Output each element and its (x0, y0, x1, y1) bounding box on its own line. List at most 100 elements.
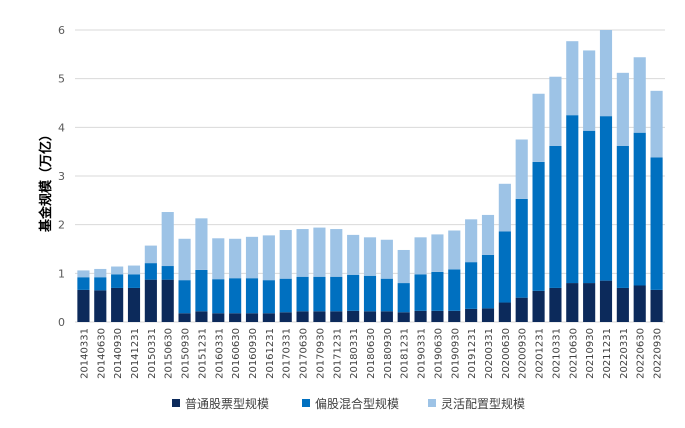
bar-segment (650, 90, 663, 158)
bar-segment (633, 285, 646, 322)
bar-segment (195, 218, 208, 270)
bar-segment (262, 313, 275, 322)
bar-segment (515, 139, 528, 199)
x-tick-label: 20170331 (282, 328, 293, 379)
bar-segment (397, 283, 410, 313)
bar-segment (161, 266, 174, 280)
bar-segment (347, 234, 360, 275)
bar-segment (94, 290, 107, 322)
legend-swatch (302, 399, 310, 407)
bar-segment (650, 157, 663, 290)
bar-segment (380, 239, 393, 279)
bar-segment (616, 72, 629, 146)
y-tick-label: 3 (58, 170, 65, 183)
bar-segment (515, 198, 528, 298)
bar-segment (161, 212, 174, 267)
bar-segment (127, 265, 141, 275)
x-tick-label: 20180630 (366, 328, 377, 379)
bar-segment (144, 263, 157, 280)
bar-segment (330, 276, 343, 312)
bar-segment (549, 76, 562, 146)
bar-segment (178, 238, 191, 281)
bar-segment (127, 287, 141, 322)
bar-segment (330, 229, 343, 277)
x-tick-label: 20150331 (147, 328, 158, 379)
bar-segment (363, 311, 377, 322)
bar-segment (431, 234, 444, 272)
legend-label: 灵活配置型规模 (441, 396, 525, 411)
bar-segment (229, 238, 242, 279)
x-tick-label: 20151231 (197, 328, 208, 379)
x-axis-ticks: 20140331 20140630 20140930 20141231 20150331… (79, 328, 663, 379)
bar-segment (481, 308, 495, 322)
bar-segment (414, 274, 427, 311)
bar-segment (532, 93, 545, 162)
bar-segment (330, 311, 343, 322)
bar-segment (549, 287, 562, 322)
x-tick-label: 20211231 (602, 328, 613, 379)
bar-segment (532, 290, 545, 322)
x-tick-label: 20140930 (113, 328, 124, 379)
x-tick-label: 20170930 (315, 328, 326, 379)
bar-segment (212, 313, 225, 322)
bar-segment (212, 279, 225, 314)
bar-segment (262, 235, 275, 281)
bar-segment (498, 183, 511, 232)
x-tick-label: 20141231 (130, 328, 141, 379)
bar-segment (313, 276, 326, 312)
bar-segment (566, 41, 579, 116)
x-tick-label: 20190630 (433, 328, 444, 379)
bar-segment (481, 254, 495, 309)
bar-segment (296, 311, 309, 322)
x-tick-label: 20150630 (164, 328, 175, 379)
bar-segment (599, 30, 613, 117)
x-tick-label: 20140630 (96, 328, 107, 379)
bar-segment (279, 230, 292, 279)
x-tick-label: 20181231 (400, 328, 411, 379)
x-tick-label: 20200630 (501, 328, 512, 379)
bar-segment (127, 274, 141, 288)
bar-segment (144, 245, 157, 264)
y-axis-label: 基金规模（万亿） (38, 128, 54, 233)
y-tick-label: 4 (58, 121, 65, 134)
legend-label: 普通股票型规模 (185, 396, 269, 411)
bar-segment (498, 302, 511, 322)
legend-label: 偏股混合型规模 (315, 396, 399, 411)
bar-segment (380, 311, 393, 322)
bar-segment (94, 268, 107, 278)
x-tick-label: 20161231 (265, 328, 276, 379)
bar-segment (532, 161, 545, 291)
x-tick-label: 20220930 (653, 328, 664, 379)
bar-segment (347, 310, 360, 322)
bar-segment (279, 278, 292, 313)
legend-swatch (172, 399, 180, 407)
bar-segment (397, 312, 410, 322)
x-tick-label: 20190331 (417, 328, 428, 379)
bar-segment (111, 274, 124, 288)
bar-segment (397, 249, 410, 284)
legend: 普通股票型规模 偏股混合型规模 灵活配置型规模 (172, 396, 525, 411)
bar-segment (448, 310, 461, 322)
x-tick-label: 20210331 (551, 328, 562, 379)
bar-segment (431, 271, 444, 311)
x-tick-label: 20220331 (619, 328, 630, 379)
x-tick-label: 20171231 (332, 328, 343, 379)
bar-segment (414, 310, 427, 322)
bar-segment (465, 308, 478, 322)
bar-segment (245, 278, 259, 314)
bar-segment (262, 280, 275, 314)
bar-segment (414, 237, 427, 275)
bar-segment (431, 310, 444, 322)
x-tick-label: 20201231 (535, 328, 546, 379)
x-tick-label: 20150930 (181, 328, 192, 379)
bar-segment (599, 280, 613, 322)
bar-segment (566, 115, 579, 284)
bar-segment (650, 289, 663, 322)
bar-segment (498, 231, 511, 303)
bar-segment (363, 237, 377, 276)
bar-segment (212, 238, 225, 280)
x-tick-label: 20180930 (383, 328, 394, 379)
bar-segment (481, 214, 495, 255)
bar-segment (195, 311, 208, 322)
y-tick-label: 5 (58, 73, 65, 86)
